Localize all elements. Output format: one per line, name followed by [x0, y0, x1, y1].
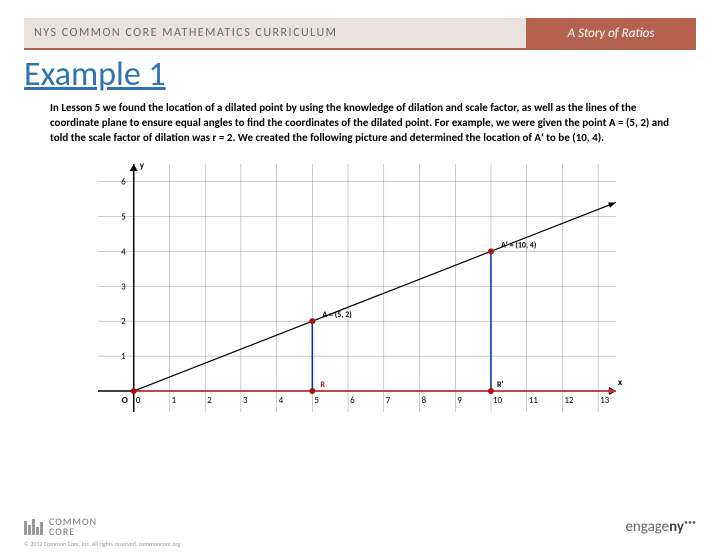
svg-text:1: 1: [121, 351, 126, 362]
coordinate-chart: xyO012345678910111213123456A = (5, 2)RA′…: [70, 154, 630, 434]
svg-text:2: 2: [207, 395, 212, 406]
svg-text:11: 11: [529, 395, 539, 406]
engage-ny: ny: [669, 518, 684, 536]
svg-text:4: 4: [121, 246, 126, 257]
body-paragraph: In Lesson 5 we found the location of a d…: [50, 101, 682, 146]
svg-text:1: 1: [171, 395, 176, 406]
header-left: NYS COMMON CORE MATHEMATICS CURRICULUM: [24, 18, 526, 48]
common-core-logo: COMMON CORE: [24, 517, 97, 536]
engage-text: engage: [625, 518, 669, 536]
svg-text:R′: R′: [497, 380, 504, 390]
svg-text:x: x: [618, 377, 623, 388]
svg-text:4: 4: [279, 395, 284, 406]
svg-text:6: 6: [350, 395, 355, 406]
svg-text:R: R: [320, 380, 325, 390]
svg-text:9: 9: [457, 395, 462, 406]
svg-text:5: 5: [314, 395, 319, 406]
page-title: Example 1: [24, 54, 696, 95]
svg-text:A = (5, 2): A = (5, 2): [322, 310, 351, 320]
engage-dots-icon: •••: [684, 518, 696, 528]
header-right: A Story of Ratios: [526, 18, 696, 48]
svg-text:A′ = (10, 4): A′ = (10, 4): [501, 240, 536, 250]
copyright-text: © 2012 Common Core, Inc. All rights rese…: [24, 540, 696, 548]
footer: COMMON CORE engageny••• © 2012 Common Co…: [24, 517, 696, 548]
svg-text:10: 10: [493, 395, 503, 406]
svg-text:12: 12: [564, 395, 574, 406]
svg-text:13: 13: [600, 395, 610, 406]
svg-text:8: 8: [422, 395, 427, 406]
svg-text:5: 5: [121, 211, 126, 222]
svg-text:7: 7: [386, 395, 391, 406]
engage-ny-logo: engageny•••: [625, 518, 696, 536]
svg-text:0: 0: [136, 395, 141, 406]
svg-text:3: 3: [121, 281, 126, 292]
header-bar: NYS COMMON CORE MATHEMATICS CURRICULUM A…: [24, 18, 696, 50]
svg-text:y: y: [140, 160, 145, 171]
svg-text:3: 3: [243, 395, 248, 406]
svg-text:2: 2: [121, 316, 126, 327]
svg-text:6: 6: [121, 176, 126, 187]
logo-bars-icon: [24, 519, 43, 535]
svg-text:O: O: [122, 395, 128, 406]
